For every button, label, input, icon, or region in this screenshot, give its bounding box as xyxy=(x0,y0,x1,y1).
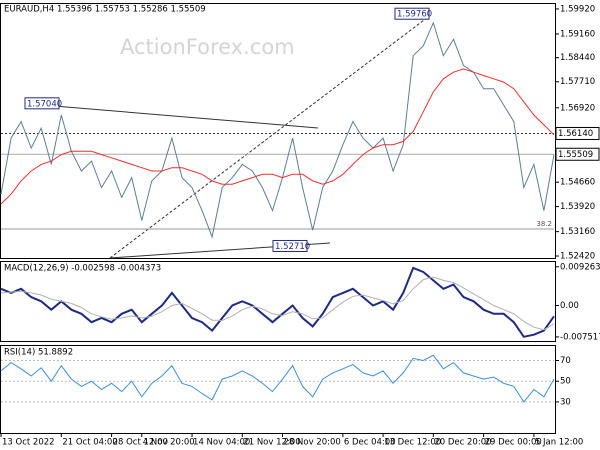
macd-panel xyxy=(0,261,556,342)
y-tick-label: 1.53160 xyxy=(560,227,595,237)
series-line xyxy=(0,266,555,338)
annotation-box xyxy=(272,239,308,252)
y-tick-label: 0.00 xyxy=(560,301,579,311)
annotation-label: 1.52710 xyxy=(275,242,310,252)
y-tick-label: 1.59160 xyxy=(560,29,595,39)
y-tick-label: 1.56920 xyxy=(560,103,595,113)
x-tick-label: 5 Jan 12:00 xyxy=(535,438,583,448)
y-tick-label: 1.52420 xyxy=(560,252,595,262)
series-line xyxy=(0,68,555,205)
x-tick-label: 4 Nov 20:00 xyxy=(143,438,195,448)
level-box xyxy=(555,126,600,140)
rsi-title: RSI(14) 51.8892 xyxy=(4,348,73,358)
x-tick-label: 21 Oct 04:00 xyxy=(62,438,117,448)
y-tick-label: 1.58440 xyxy=(560,53,595,63)
x-tick-label: 28 Oct 12:00 xyxy=(113,438,168,448)
x-tick-label: 14 Nov 04:00 xyxy=(193,438,250,448)
y-tick-label: 1.59920 xyxy=(560,4,595,14)
annotation-box xyxy=(394,7,430,20)
y-tick-label: 50 xyxy=(560,377,571,387)
x-tick-label: 20 Dec 20:00 xyxy=(434,438,491,448)
series-line xyxy=(0,276,555,331)
annotation-label: 1.57040 xyxy=(27,99,62,109)
level-label: 1.56140 xyxy=(558,129,593,139)
y-tick-label: 1.54660 xyxy=(560,178,595,188)
y-tick-label: 70 xyxy=(560,356,571,366)
y-tick-label: 1.57710 xyxy=(560,77,595,87)
x-tick-label: 13 Dec 12:00 xyxy=(384,438,441,448)
series-line xyxy=(0,21,555,239)
watermark: ActionForex.com xyxy=(120,35,295,59)
y-tick-label: 0.009263 xyxy=(560,262,600,272)
x-tick-label: 13 Oct 2022 xyxy=(2,438,55,448)
trendline xyxy=(109,16,429,259)
x-tick-label: 21 Nov 12:00 xyxy=(243,438,300,448)
level-box xyxy=(555,147,600,161)
level-label: 1.55509 xyxy=(558,150,593,160)
series-line xyxy=(0,354,555,403)
price-title: EURAUD,H4 1.55396 1.55753 1.55286 1.5550… xyxy=(4,5,206,15)
y-tick-label: 1.53920 xyxy=(560,202,595,212)
x-tick-label: 29 Dec 00:00 xyxy=(485,438,542,448)
fib-label: 38.2 xyxy=(536,220,552,228)
rsi-panel xyxy=(0,345,556,434)
annotation-label: 1.59760 xyxy=(397,10,432,20)
y-tick-label: 30 xyxy=(560,397,571,407)
x-tick-label: 6 Dec 04:00 xyxy=(344,438,396,448)
trendline xyxy=(29,103,319,129)
annotation-box xyxy=(24,97,60,110)
x-tick-label: 28 Nov 20:00 xyxy=(284,438,341,448)
y-tick-label: -0.007517 xyxy=(560,332,600,342)
macd-title: MACD(12,26,9) -0.002598 -0.004373 xyxy=(4,264,161,274)
